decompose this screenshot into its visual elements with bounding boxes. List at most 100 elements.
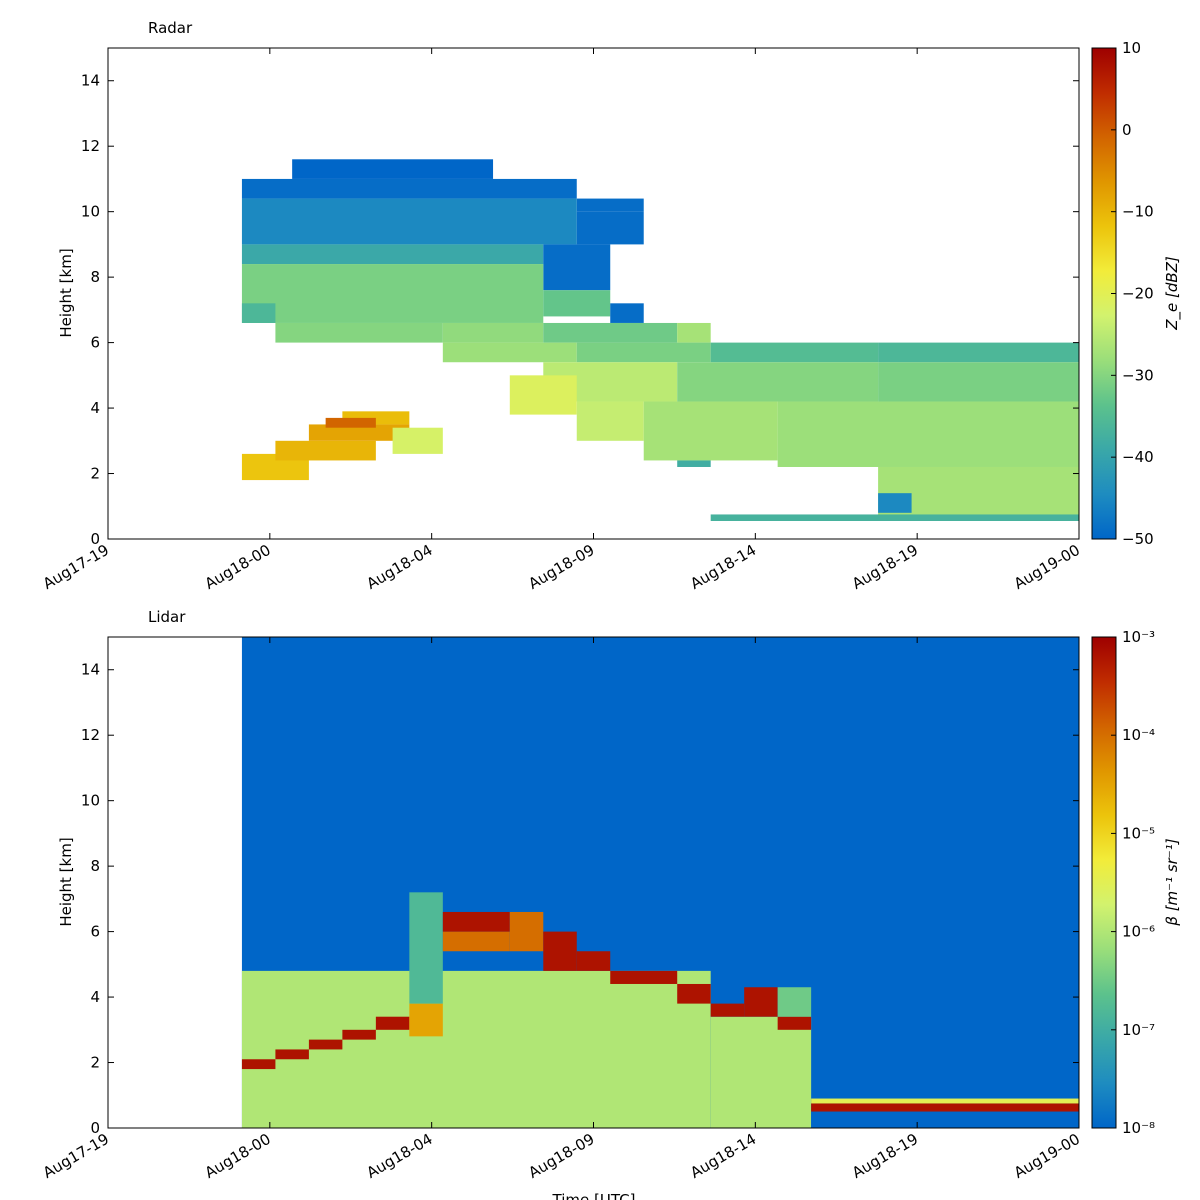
data-region <box>777 401 1079 467</box>
data-region <box>241 1059 276 1070</box>
data-region <box>677 362 879 402</box>
data-region <box>576 951 611 971</box>
y-tick-label: 14 <box>81 661 100 679</box>
data-region <box>811 1098 1079 1104</box>
y-tick-label: 14 <box>81 72 100 90</box>
y-tick-label: 0 <box>90 1119 100 1137</box>
data-region <box>576 198 644 212</box>
data-region <box>543 931 577 971</box>
colorbar-tick-label: −50 <box>1122 530 1154 548</box>
lidar-panel: Lidar Height [km] Time [UTC] 0 2 4 6 8 10 12 14… <box>40 608 1181 1200</box>
data-region <box>677 460 711 467</box>
y-tick-label: 8 <box>90 268 100 286</box>
colorbar-tick-label: 10⁻⁷ <box>1122 1021 1155 1039</box>
data-region <box>811 1103 1079 1112</box>
data-region <box>878 362 1079 402</box>
data-region <box>392 427 443 454</box>
y-tick-label: 4 <box>90 399 100 417</box>
colorbar-tick-label: 0 <box>1122 121 1132 139</box>
y-tick-label: 12 <box>81 726 100 744</box>
data-region <box>308 1039 343 1050</box>
data-region <box>509 375 577 415</box>
data-region <box>677 983 711 1004</box>
data-region <box>744 987 778 1017</box>
y-tick-label: 8 <box>90 857 100 875</box>
x-tick-label: Aug19-00 <box>1011 541 1083 593</box>
lidar-title: Lidar <box>148 608 186 626</box>
y-tick-label: 2 <box>90 465 100 483</box>
data-region <box>241 303 276 323</box>
x-tick-label: Aug19-00 <box>1011 1130 1083 1182</box>
x-tick-label: Aug18-09 <box>525 541 597 593</box>
x-tick-label: Aug18-09 <box>525 1130 597 1182</box>
data-region <box>543 244 611 291</box>
x-tick-label: Aug18-14 <box>687 541 759 593</box>
x-tick-label: Aug18-19 <box>849 1130 921 1182</box>
data-region <box>878 342 1079 363</box>
radar-colorbar: Z_e [dBZ] 10 0 −10 −20 −30 −40 −50 <box>1091 39 1182 548</box>
data-region <box>878 493 912 513</box>
data-region <box>777 1016 812 1030</box>
data-region <box>342 1029 376 1040</box>
y-tick-label: 12 <box>81 137 100 155</box>
data-region <box>677 322 711 343</box>
lidar-plot-area: 0 2 4 6 8 10 12 14 Aug17-19 Aug18-00 Aug18-04 Aug18… <box>40 636 1083 1182</box>
data-region <box>610 303 644 323</box>
y-tick-label: 10 <box>81 792 100 810</box>
x-tick-label: Aug18-19 <box>849 541 921 593</box>
y-tick-label: 4 <box>90 988 100 1006</box>
data-region <box>442 931 510 952</box>
colorbar-tick-label: −40 <box>1122 448 1154 466</box>
data-region <box>308 424 410 441</box>
colorbar-tick-label: −20 <box>1122 285 1154 303</box>
data-region <box>543 322 678 343</box>
data-region <box>325 417 376 428</box>
data-layer <box>241 159 1079 521</box>
data-region <box>275 322 443 343</box>
data-region <box>576 342 711 363</box>
data-region <box>777 987 812 1017</box>
data-region <box>275 440 376 461</box>
data-region <box>241 178 577 199</box>
data-region <box>643 401 778 461</box>
data-region <box>509 911 544 952</box>
data-region <box>292 159 494 179</box>
radar-title: Radar <box>148 19 193 37</box>
data-layer <box>241 637 1079 1128</box>
y-tick-label: 0 <box>90 530 100 548</box>
colorbar-tick-label: 10⁻³ <box>1122 628 1155 646</box>
radar-y-axis-label: Height [km] <box>57 248 75 337</box>
y-tick-label: 10 <box>81 203 100 221</box>
data-region <box>710 342 879 363</box>
data-region <box>442 911 510 932</box>
colorbar-scale <box>1091 636 1117 1129</box>
data-region <box>275 1049 309 1060</box>
data-region <box>442 342 577 363</box>
data-region <box>576 401 644 441</box>
data-region <box>811 1111 1079 1128</box>
data-region <box>576 211 644 245</box>
data-region <box>241 198 577 245</box>
data-region <box>409 1003 443 1037</box>
colorbar-tick-label: 10⁻⁸ <box>1122 1119 1155 1137</box>
x-tick-label: Aug18-04 <box>364 1130 436 1182</box>
lidar-y-axis-label: Height [km] <box>57 837 75 926</box>
data-region <box>375 1016 410 1030</box>
colorbar-tick-label: 10 <box>1122 39 1141 57</box>
data-region <box>710 1016 812 1128</box>
data-region <box>710 1003 745 1017</box>
lidar-colorbar-label: β [m⁻¹ sr⁻¹] <box>1163 838 1181 926</box>
data-region <box>241 264 544 323</box>
colorbar-tick-label: 10⁻⁵ <box>1122 824 1155 842</box>
colorbar-tick-label: 10⁻⁶ <box>1122 923 1155 941</box>
x-tick-label: Aug18-14 <box>687 1130 759 1182</box>
y-tick-label: 6 <box>90 334 100 352</box>
x-tick-label: Aug17-19 <box>40 541 112 593</box>
y-tick-label: 6 <box>90 923 100 941</box>
radar-colorbar-label: Z_e [dBZ] <box>1163 256 1182 331</box>
data-region <box>710 514 1079 521</box>
lidar-colorbar: β [m⁻¹ sr⁻¹] 10⁻³ 10⁻⁴ 10⁻⁵ 10⁻⁶ 10⁻⁷ 10⁻⁸ <box>1091 628 1181 1137</box>
data-region <box>442 322 544 343</box>
colorbar-tick-label: −10 <box>1122 203 1154 221</box>
